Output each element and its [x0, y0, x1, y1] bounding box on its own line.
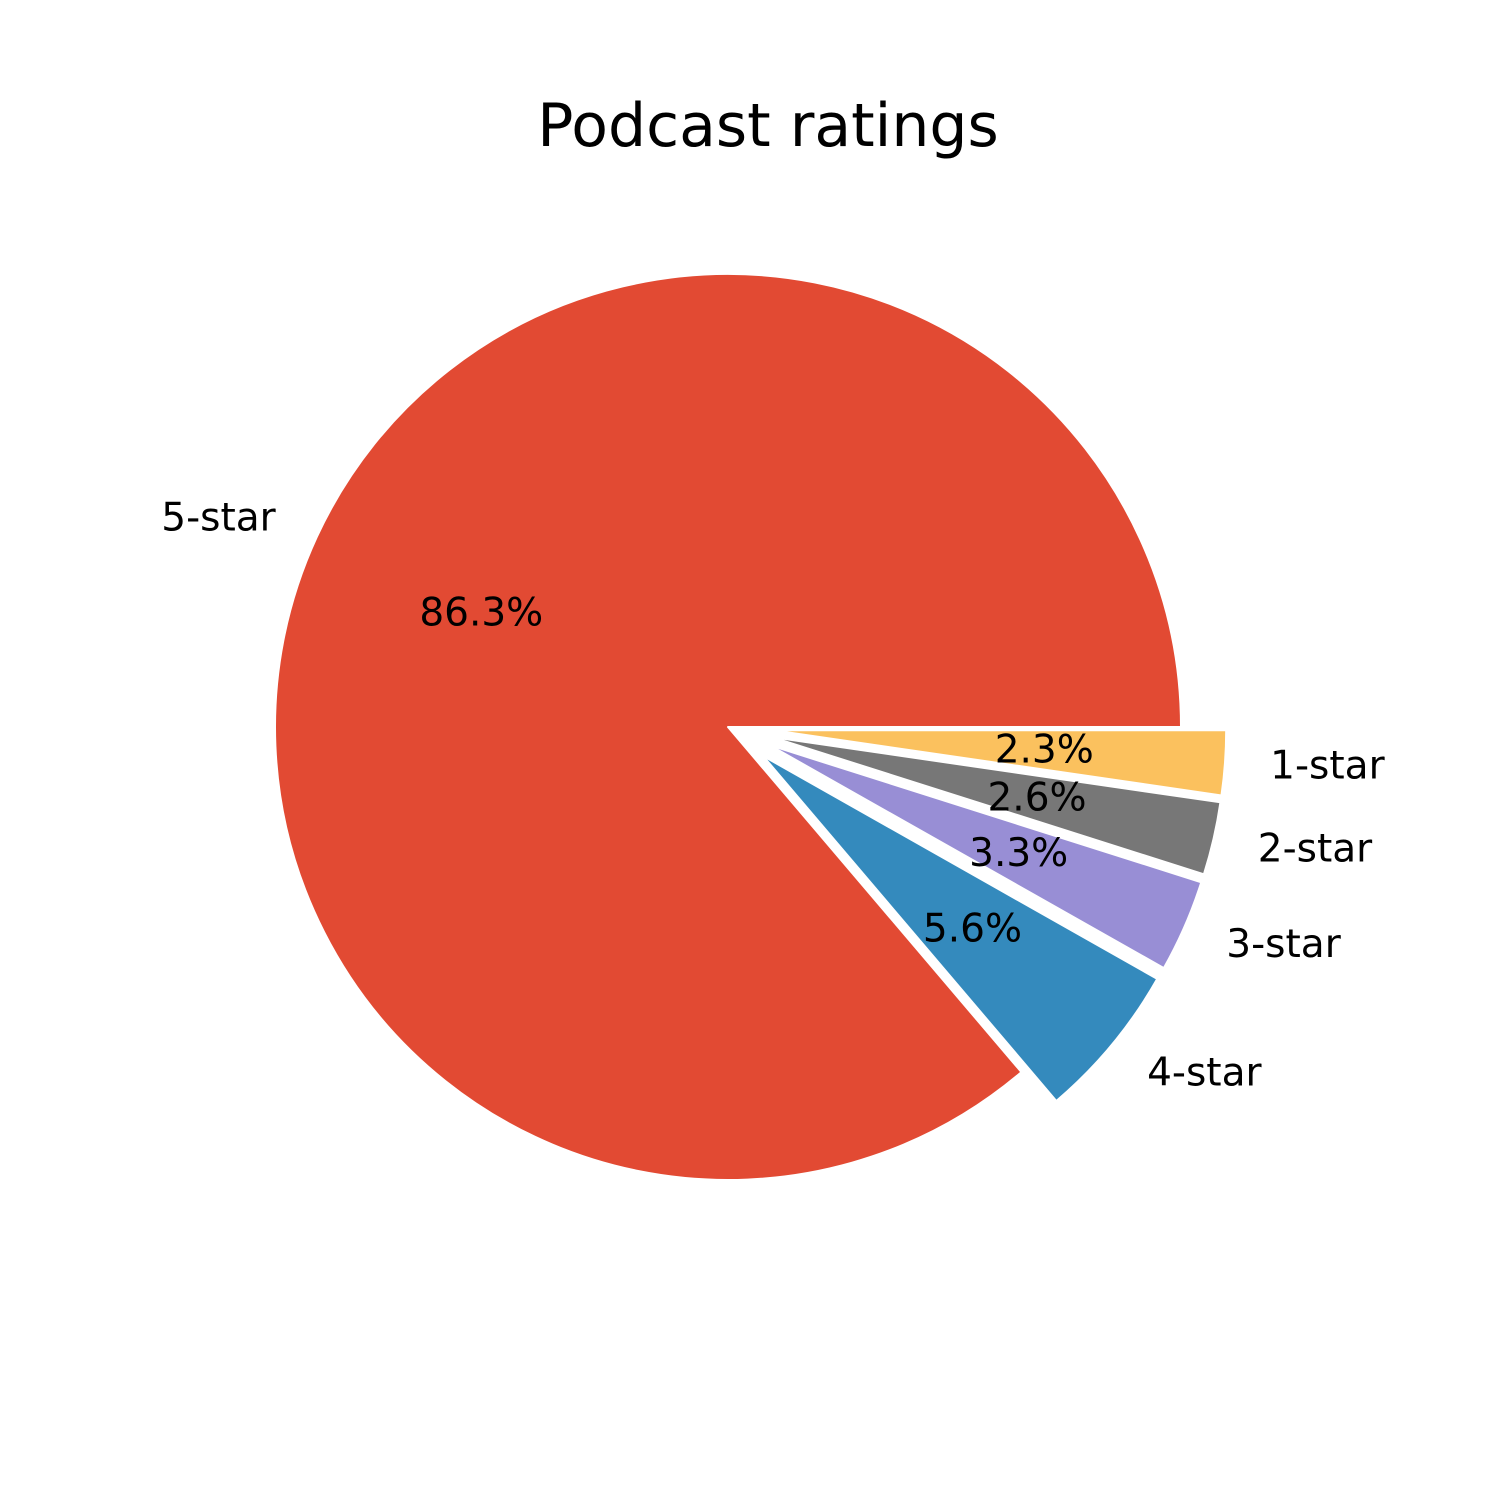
pie-slice-2-star	[771, 736, 1222, 876]
slice-label-4-star: 4-star	[1147, 1051, 1262, 1096]
value-label-1-star: 2.3%	[995, 727, 1094, 772]
pie-slice-1-star	[772, 729, 1228, 797]
pie-labels: 5-star 86.3% 4-star 5.6% 3-star 3.3% 2-star 2.6…	[161, 495, 1385, 1095]
pie-slice-4-star	[761, 754, 1159, 1102]
slice-label-3-star: 3-star	[1226, 922, 1341, 967]
value-label-3-star: 3.3%	[969, 831, 1068, 876]
value-label-5-star: 86.3%	[419, 590, 543, 635]
slice-label-5-star: 5-star	[161, 495, 276, 540]
pie-slices	[274, 273, 1228, 1181]
slice-label-1-star: 1-star	[1270, 744, 1385, 789]
value-label-4-star: 5.6%	[923, 906, 1022, 951]
chart-title: Podcast ratings	[537, 91, 999, 161]
slice-label-2-star: 2-star	[1258, 826, 1373, 871]
pie-slice-3-star	[768, 744, 1203, 970]
pie-slice-5-star	[274, 273, 1182, 1181]
value-label-2-star: 2.6%	[987, 776, 1086, 821]
